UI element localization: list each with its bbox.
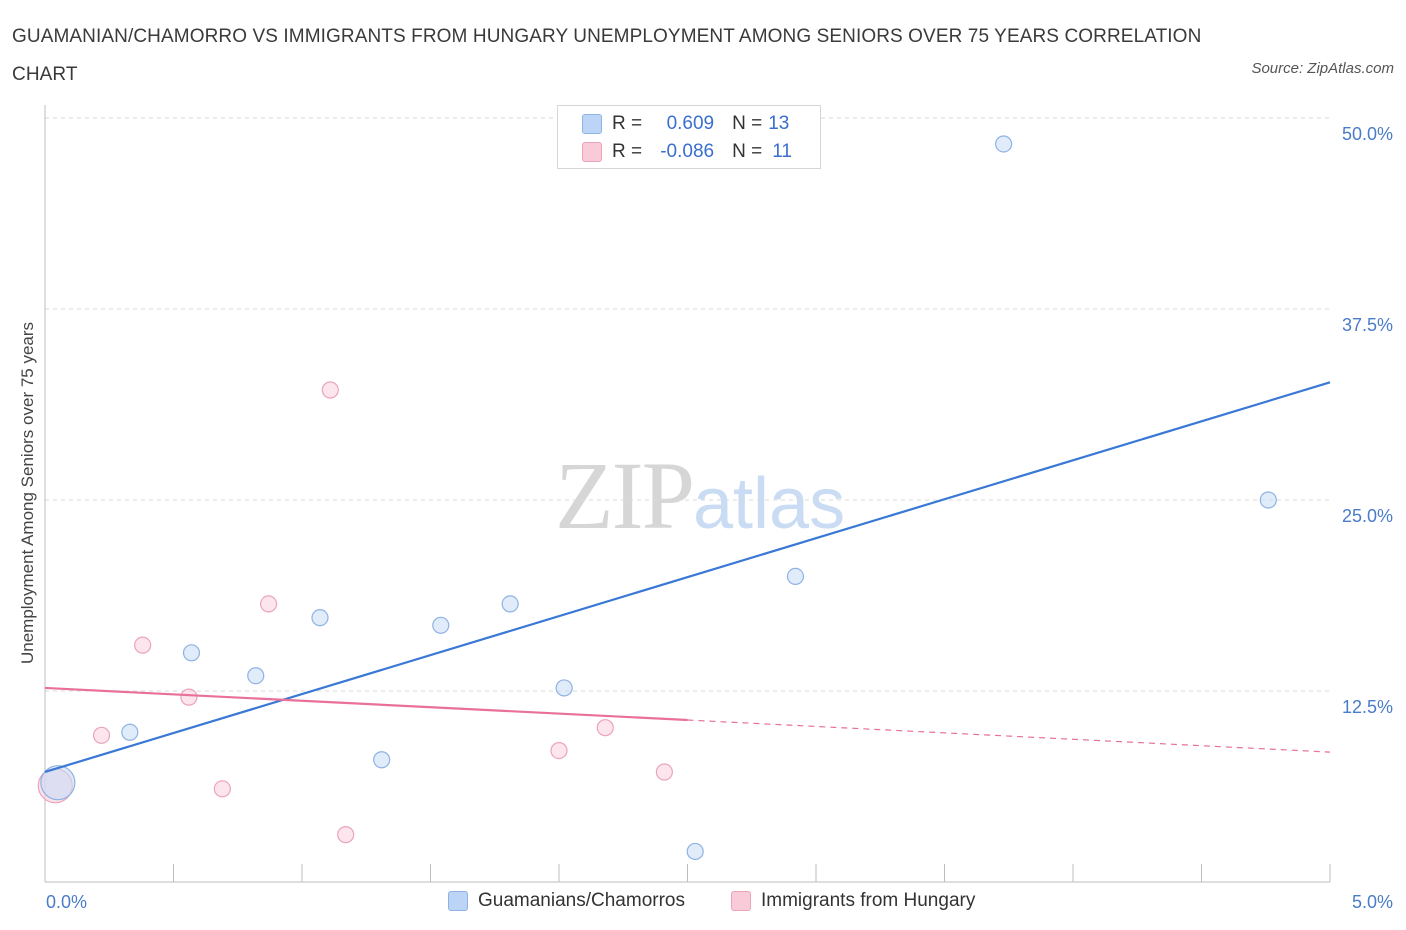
legend-label: Immigrants from Hungary [761,890,976,911]
guamanian-point [121,723,139,741]
hungary-point [213,780,231,798]
legend-item-guamanians[interactable]: Guamanians/Chamorros [448,890,685,912]
r-value: -0.086 [660,141,715,162]
hungary-point [134,636,152,654]
hungary-point [180,688,198,706]
guamanian-point [555,679,573,697]
legend-label: Guamanians/Chamorros [478,890,685,911]
x-tick-label: 0.0% [46,892,87,912]
y-tick-label: 25.0% [1342,506,1393,526]
hungary-point [321,381,339,399]
watermark: ZIPatlas [555,440,845,551]
y-tick-label: 37.5% [1342,315,1393,335]
watermark-atlas: atlas [693,464,846,544]
guamanian-point [786,567,805,586]
watermark-zip: ZIP [555,442,695,549]
legend-row-hungary: R = -0.086 N = 11 [582,138,792,166]
n-value: 13 [768,113,790,134]
blue-swatch-icon [582,114,602,134]
y-tick-label: 50.0% [1342,124,1393,144]
y-tick-label: 12.5% [1342,697,1393,717]
hungary-point [259,595,278,613]
guamanian-point [1259,491,1277,509]
n-label: N = [732,113,763,134]
guamanian-point [182,644,201,662]
guamanian-trend-line [44,381,1331,774]
guamanian-point [432,616,450,634]
guamanian-point [501,595,519,613]
x-tick-label: 5.0% [1352,892,1393,912]
hungary-point [550,741,568,760]
guamanian-point [311,609,329,627]
correlation-legend: R = 0.609 N = 13 R = -0.086 N = 11 [557,105,821,169]
guamanian-point [247,667,265,685]
hungary-point [655,763,673,781]
guamanian-point [686,842,704,861]
chart-title: GUAMANIAN/CHAMORRO VS IMMIGRANTS FROM HU… [12,26,1202,85]
legend-row-guamanians: R = 0.609 N = 13 [582,110,789,138]
n-value: 11 [772,141,792,162]
hungary-trend-line [44,686,688,722]
pink-swatch-icon [731,891,751,911]
source-label: Source: ZipAtlas.com [1251,60,1394,77]
r-value: 0.609 [666,113,715,134]
hungary-point [92,726,111,744]
guamanian-point [40,765,76,801]
hungary-point [596,719,614,737]
r-label: R = [612,113,643,134]
pink-swatch-icon [582,142,602,162]
r-label: R = [612,141,643,162]
blue-swatch-icon [448,891,468,911]
hungary-point [337,826,355,844]
guamanian-point [373,751,391,769]
guamanian-point [995,135,1013,153]
hungary-trend-line-projection [687,719,1331,753]
legend-item-hungary[interactable]: Immigrants from Hungary [731,890,975,912]
n-label: N = [732,141,763,162]
